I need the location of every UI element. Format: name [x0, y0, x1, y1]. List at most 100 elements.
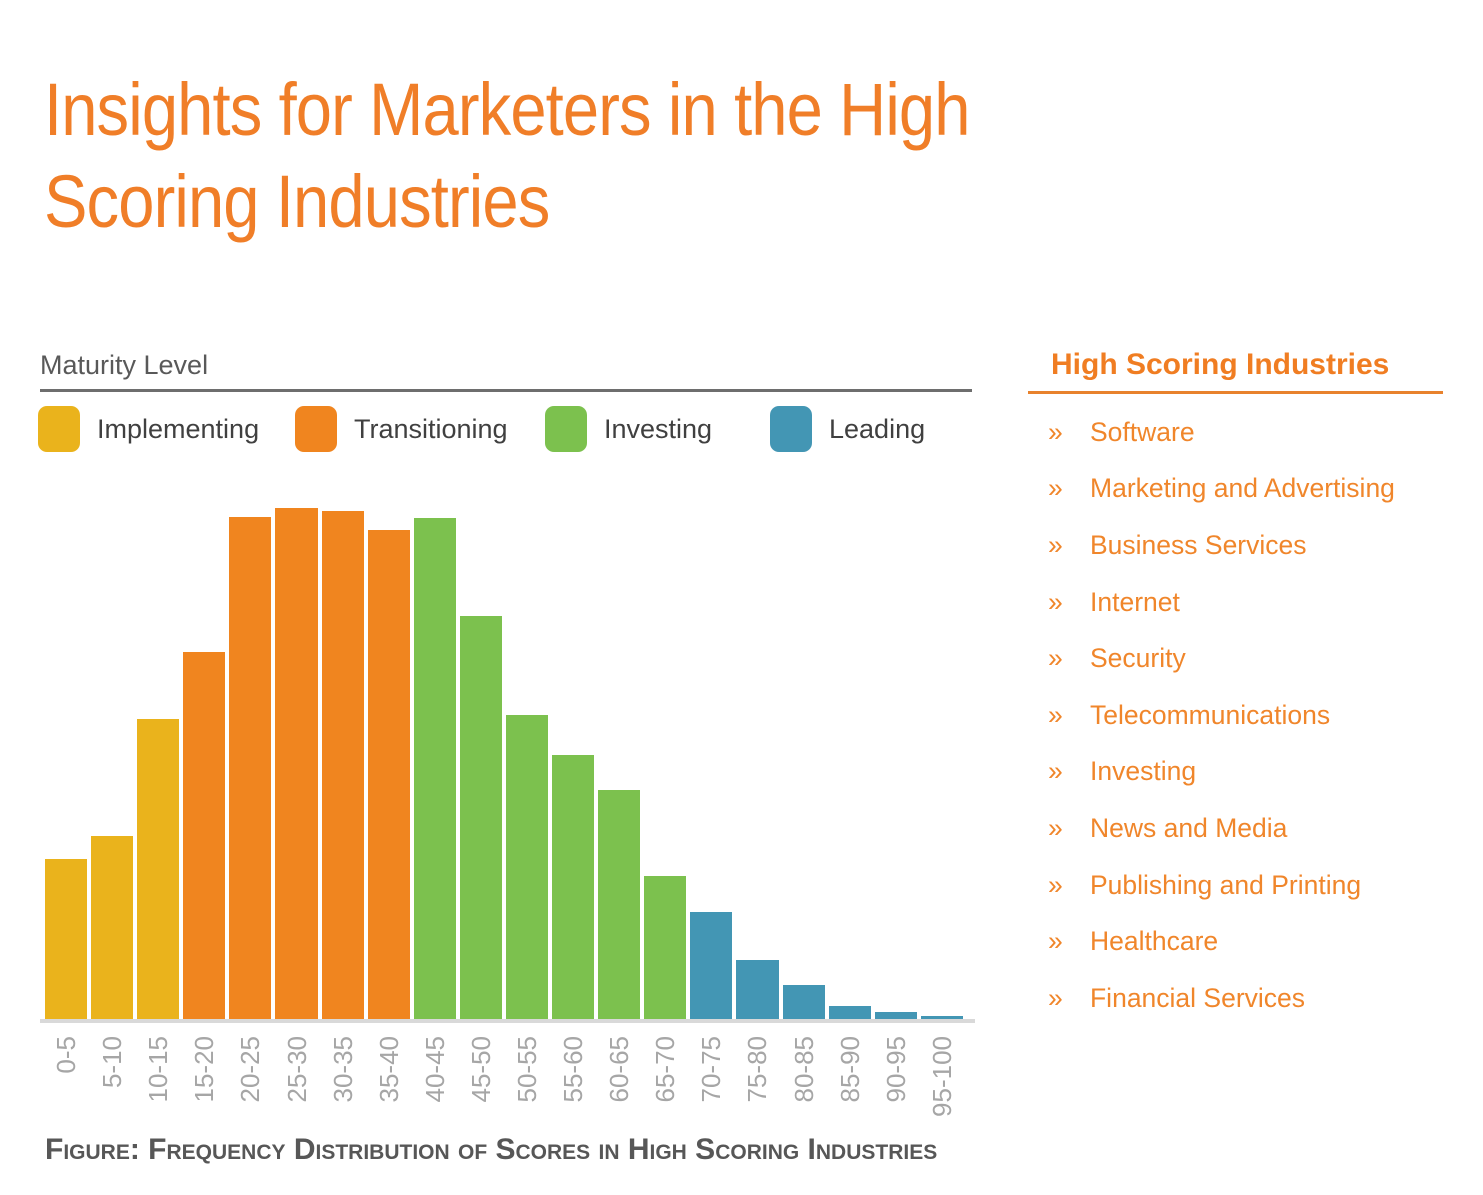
x-axis-label-cell: 5-10: [91, 1036, 133, 1117]
industry-label: Business Services: [1090, 529, 1307, 560]
bar-column: [367, 530, 410, 1021]
bar-90-95: [874, 1011, 917, 1021]
bar-30-35: [321, 511, 364, 1021]
industry-label: Software: [1090, 416, 1195, 447]
bar-65-70: [644, 875, 687, 1021]
industry-item: » Business Services: [1048, 517, 1395, 574]
bar-column: [321, 511, 364, 1021]
x-axis-label-cell: 95-100: [921, 1036, 963, 1117]
bar-column: [229, 517, 272, 1021]
x-axis-label-cell: 30-35: [322, 1036, 364, 1117]
bar-column: [644, 875, 687, 1021]
bar-column: [137, 718, 180, 1021]
chevron-bullet-icon: »: [1048, 926, 1063, 957]
industry-item: » Marketing and Advertising: [1048, 461, 1395, 518]
x-axis-label: 10-15: [143, 1036, 174, 1103]
chevron-bullet-icon: »: [1048, 699, 1063, 730]
x-axis-label: 75-80: [742, 1036, 773, 1103]
x-axis-label-cell: 35-40: [368, 1036, 410, 1117]
bar-25-30: [275, 508, 318, 1021]
x-axis-label-cell: 70-75: [690, 1036, 732, 1117]
x-axis-label: 20-25: [235, 1036, 266, 1103]
industry-item: » Software: [1048, 404, 1395, 461]
bar-column: [598, 790, 641, 1021]
legend-label: Implementing: [97, 413, 260, 444]
industry-label: Healthcare: [1090, 926, 1219, 957]
chevron-bullet-icon: »: [1048, 812, 1063, 843]
bar-35-40: [367, 530, 410, 1021]
industry-label: Security: [1090, 643, 1186, 674]
legend-swatch-icon: [38, 406, 80, 452]
bar-45-50: [459, 615, 502, 1021]
chart-header-divider: [40, 389, 972, 392]
chevron-bullet-icon: »: [1048, 416, 1063, 447]
bar-column: [552, 754, 595, 1021]
x-axis-label: 45-50: [465, 1036, 496, 1103]
x-axis-label: 90-95: [880, 1036, 911, 1103]
chevron-bullet-icon: »: [1048, 643, 1063, 674]
x-axis-label: 60-65: [604, 1036, 635, 1103]
bar-0-5: [45, 858, 88, 1021]
industry-label: Telecommunications: [1090, 699, 1331, 730]
x-axis-label-cell: 40-45: [414, 1036, 456, 1117]
chevron-bullet-icon: »: [1048, 586, 1063, 617]
x-axis-label-cell: 85-90: [829, 1036, 871, 1117]
legend-swatch-icon: [545, 406, 587, 452]
x-axis-label: 55-60: [558, 1036, 589, 1103]
x-axis-label: 35-40: [373, 1036, 404, 1103]
legend-item-investing: Investing: [545, 406, 770, 452]
x-axis-label-cell: 90-95: [875, 1036, 917, 1117]
bar-5-10: [91, 835, 134, 1021]
bar-column: [183, 652, 226, 1021]
x-axis-label: 85-90: [834, 1036, 865, 1103]
chevron-bullet-icon: »: [1048, 529, 1063, 560]
x-axis-label: 15-20: [189, 1036, 220, 1103]
industries-heading-divider: [1028, 391, 1443, 394]
legend-label: Investing: [604, 413, 713, 444]
bar-55-60: [552, 754, 595, 1021]
industry-label: Investing: [1090, 756, 1197, 787]
bar-column: [505, 715, 549, 1021]
bar-column: [874, 1011, 917, 1021]
x-axis-label-cell: 25-30: [275, 1036, 317, 1117]
histogram-bars: [45, 506, 963, 1021]
industry-item: » Telecommunications: [1048, 687, 1395, 744]
industry-label: Publishing and Printing: [1090, 869, 1362, 900]
bar-40-45: [413, 517, 456, 1021]
x-axis-label: 70-75: [696, 1036, 727, 1103]
x-axis-label: 40-45: [419, 1036, 450, 1103]
industry-label: Financial Services: [1090, 982, 1306, 1013]
bar-20-25: [229, 517, 272, 1021]
page-title-line-1: Insights for Marketers in the High: [44, 67, 970, 151]
legend: Implementing Transitioning Investing Leadin…: [38, 406, 925, 452]
bar-10-15: [137, 718, 180, 1021]
x-axis-label-cell: 10-15: [137, 1036, 179, 1117]
x-axis-label-cell: 80-85: [783, 1036, 825, 1117]
x-axis-label-cell: 15-20: [183, 1036, 225, 1117]
legend-item-leading: Leading: [770, 406, 925, 452]
bar-column: [459, 615, 502, 1021]
bar-70-75: [690, 912, 733, 1021]
industry-label: News and Media: [1090, 812, 1288, 843]
figure-caption: Figure: Frequency Distribution of Scores…: [45, 1133, 938, 1166]
x-axis-label-cell: 60-65: [598, 1036, 640, 1117]
bar-15-20: [183, 652, 226, 1021]
industry-item: » Healthcare: [1048, 913, 1395, 970]
industry-item: » Investing: [1048, 744, 1395, 801]
x-axis-label-cell: 45-50: [460, 1036, 502, 1117]
x-axis-label: 80-85: [788, 1036, 819, 1103]
industry-item: » News and Media: [1048, 800, 1395, 857]
industries-heading: High Scoring Industries: [1051, 348, 1390, 381]
industry-item: » Internet: [1048, 574, 1395, 631]
legend-label: Leading: [829, 413, 926, 444]
x-axis-label-cell: 55-60: [552, 1036, 594, 1117]
x-axis-label-cell: 65-70: [644, 1036, 686, 1117]
x-axis-label: 50-55: [511, 1036, 542, 1103]
bar-column: [45, 858, 88, 1021]
industry-list: » Software » Marketing and Advertising » Busi…: [1048, 404, 1395, 1027]
x-axis-label: 5-10: [97, 1036, 128, 1089]
x-axis-label: 95-100: [926, 1036, 957, 1117]
industry-item: » Publishing and Printing: [1048, 857, 1395, 914]
bar-60-65: [598, 790, 641, 1021]
industry-label: Internet: [1090, 586, 1180, 617]
